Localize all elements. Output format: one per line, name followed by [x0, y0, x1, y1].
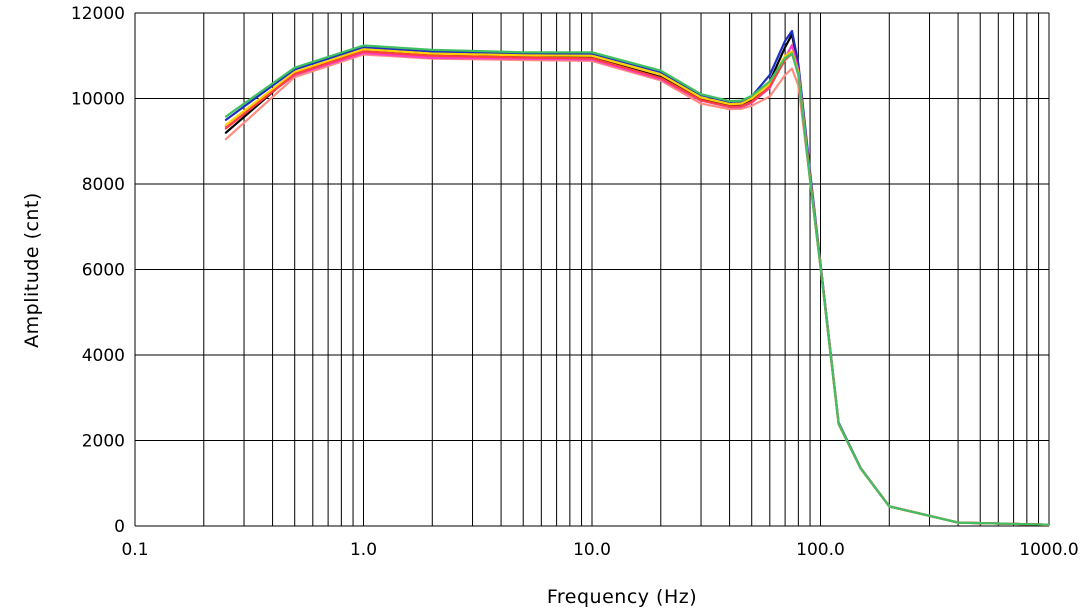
y-tick-label-4: 8000 — [82, 175, 125, 195]
y-tick-label-3: 6000 — [82, 261, 125, 281]
y-tick-label-1: 2000 — [82, 432, 125, 452]
x-axis-title: Frequency (Hz) — [547, 586, 697, 608]
y-axis-title: Amplitude (cnt) — [21, 192, 43, 348]
series-line-3 — [224, 43, 1051, 526]
x-tick-labels: 0.1 1.0 10.0 100.0 1000.0 — [121, 540, 1078, 560]
x-tick-label-2: 10.0 — [573, 540, 611, 560]
x-tick-label-0: 0.1 — [121, 540, 148, 560]
y-tick-label-6: 12000 — [71, 4, 125, 24]
x-tick-label-1: 1.0 — [350, 540, 377, 560]
series-line-5 — [224, 50, 1051, 526]
y-tick-labels: 0 2000 4000 6000 8000 10000 12000 — [71, 4, 125, 537]
x-tick-label-3: 100.0 — [796, 540, 845, 560]
series-line-6 — [224, 44, 1051, 526]
series-line-1 — [224, 29, 1051, 526]
y-tick-label-5: 10000 — [71, 90, 125, 110]
y-tick-label-0: 0 — [114, 517, 125, 537]
grid — [134, 12, 1050, 527]
series-line-2 — [224, 53, 1051, 526]
series-group — [224, 29, 1051, 526]
series-line-4 — [224, 48, 1051, 526]
series-line-0 — [224, 33, 1051, 526]
x-tick-label-4: 1000.0 — [1019, 540, 1078, 560]
y-tick-label-2: 4000 — [82, 346, 125, 366]
